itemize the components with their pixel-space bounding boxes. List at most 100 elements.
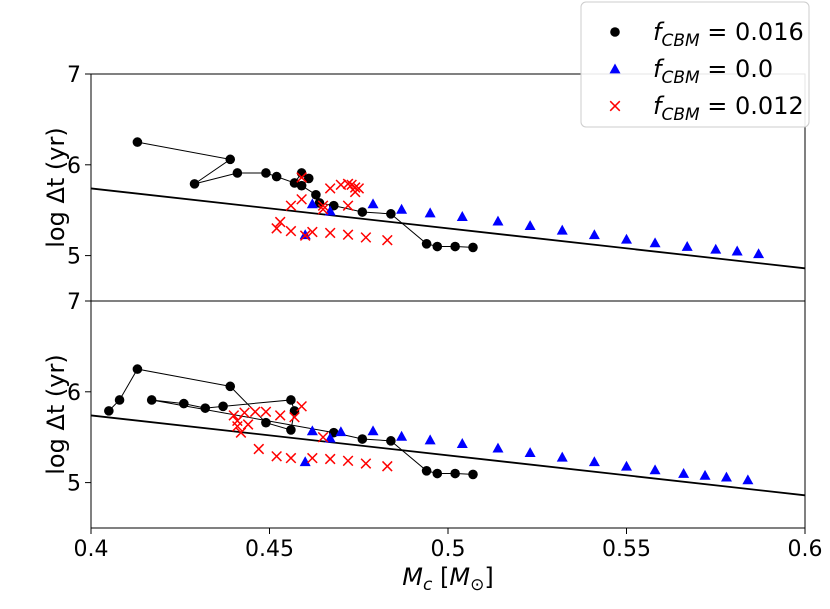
cross-stroke [239, 407, 250, 419]
data-point-circle [386, 436, 396, 446]
cross-stroke [296, 172, 307, 183]
data-point-cross [260, 406, 272, 418]
data-point-cross [285, 452, 297, 464]
data-point-cross [317, 431, 329, 443]
data-point-triangle [609, 63, 621, 74]
data-point-triangle [424, 434, 436, 445]
x-axis-label: Mc [M⊙] [402, 563, 493, 595]
y-tick-label: 5 [67, 472, 81, 497]
cross-stroke [285, 225, 297, 237]
cross-stroke [360, 232, 372, 243]
cross-stroke [285, 452, 297, 464]
data-point-triangle [456, 211, 468, 221]
data-point-cross [271, 223, 282, 234]
data-point-cross [609, 100, 621, 112]
data-point-cross [317, 203, 329, 215]
data-point-cross [274, 410, 286, 421]
data-point-cross [307, 452, 318, 464]
x-tick-label: 0.4 [74, 537, 109, 562]
data-point-cross [381, 460, 393, 472]
data-point-circle [146, 395, 157, 405]
data-point-circle [225, 381, 236, 392]
data-point-triangle [720, 471, 732, 482]
y-tick-label: 7 [67, 290, 81, 315]
data-point-cross [342, 455, 354, 467]
cross-stroke [349, 182, 361, 193]
data-point-circle [286, 425, 296, 435]
x-tick-label: 0.5 [431, 537, 466, 562]
data-point-triangle [621, 233, 632, 244]
data-point-circle [296, 180, 307, 191]
data-point-circle [104, 406, 114, 416]
data-point-circle [132, 364, 143, 374]
data-point-triangle [588, 229, 600, 240]
plot-area [91, 137, 805, 270]
data-point-cross [232, 420, 243, 432]
data-point-cross [307, 226, 318, 238]
y-tick-label: 6 [67, 381, 81, 406]
data-point-circle [468, 242, 478, 253]
data-point-circle [218, 401, 228, 412]
data-point-circle [232, 168, 243, 178]
cross-stroke [232, 420, 243, 432]
cross-stroke [342, 178, 354, 190]
cross-stroke [342, 229, 354, 241]
legend-label: fCBM = 0.0 [653, 55, 773, 88]
data-point-cross [271, 450, 282, 462]
data-point-triangle [588, 456, 600, 467]
data-point-triangle [306, 198, 318, 209]
data-point-circle [610, 27, 620, 37]
data-point-cross [324, 183, 336, 194]
cross-stroke [324, 453, 336, 465]
data-point-triangle [753, 248, 765, 259]
data-point-triangle [335, 426, 347, 437]
series-triangle [299, 198, 765, 259]
series-triangle [299, 425, 754, 485]
legend-label-value: = 0.016 [700, 18, 804, 46]
data-point-cross [360, 458, 372, 469]
data-point-triangle [556, 451, 568, 462]
plot-area [91, 364, 805, 497]
data-point-cross [228, 410, 240, 421]
x-tick-label: 0.45 [245, 537, 294, 562]
cross-stroke [260, 406, 272, 418]
cross-stroke [381, 460, 393, 472]
data-point-triangle [621, 460, 632, 471]
data-point-cross [285, 225, 297, 237]
data-point-circle [421, 238, 432, 249]
data-point-circle [421, 465, 432, 476]
cross-stroke [249, 406, 261, 418]
data-point-circle [132, 137, 143, 147]
panel-top: 5 6 7 log Δt (yr) [42, 63, 806, 302]
data-point-circle [303, 173, 314, 184]
cross-stroke [274, 410, 286, 421]
data-point-triangle [710, 243, 722, 254]
legend-label-sub: CBM [661, 31, 700, 51]
cross-stroke [335, 179, 347, 191]
series-circle [104, 364, 478, 480]
data-point-triangle [649, 237, 661, 248]
data-point-cross [274, 216, 286, 228]
data-point-cross [242, 419, 254, 430]
data-point-triangle [492, 215, 504, 226]
cross-stroke [609, 100, 621, 112]
data-point-triangle [456, 438, 468, 448]
cross-stroke [271, 450, 282, 462]
legend-label: fCBM = 0.012 [653, 92, 804, 125]
fit-line [91, 414, 805, 497]
data-point-circle [289, 406, 300, 416]
cross-stroke [342, 455, 354, 467]
legend-label-sub: CBM [661, 105, 700, 125]
data-point-triangle [396, 203, 408, 214]
data-point-triangle [678, 468, 690, 478]
data-point-triangle [306, 425, 318, 436]
x-tick-label: 0.6 [788, 537, 823, 562]
data-point-cross [285, 200, 297, 211]
cross-stroke [342, 200, 354, 211]
data-point-triangle [492, 442, 504, 453]
data-point-cross [342, 200, 354, 211]
cross-stroke [353, 183, 365, 194]
cross-stroke [317, 200, 329, 211]
series-circle [132, 137, 478, 253]
cross-stroke [289, 411, 300, 423]
